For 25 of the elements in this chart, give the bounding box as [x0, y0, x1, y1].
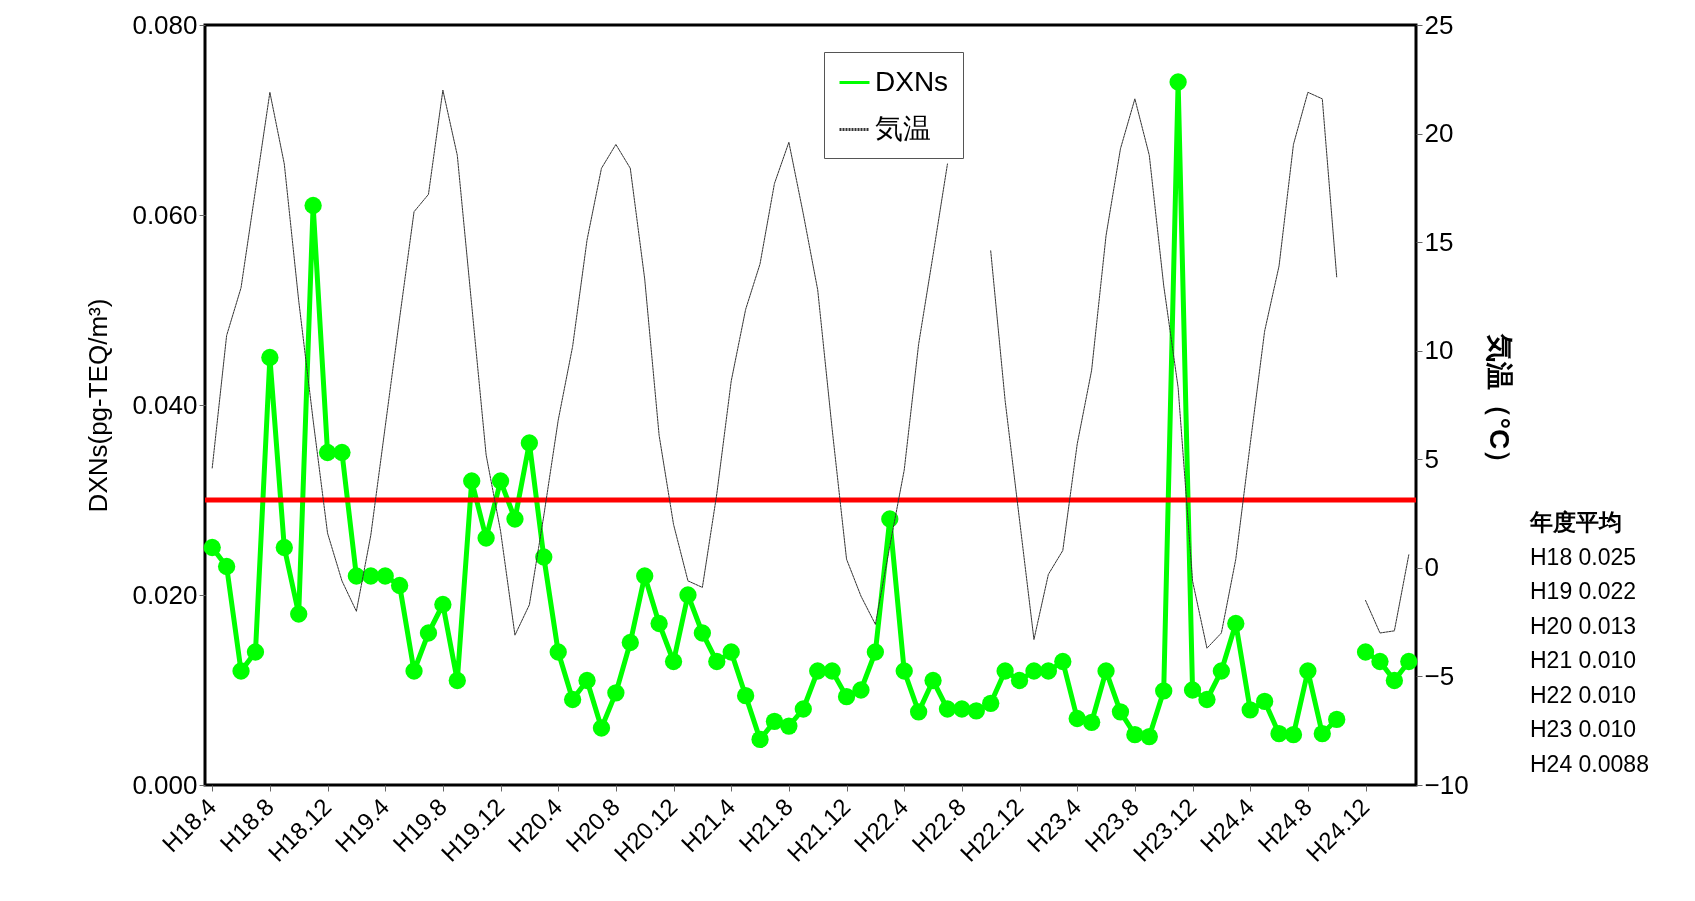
- text: H18 0.025: [1530, 542, 1638, 572]
- y2-tick-label: −5: [1424, 660, 1455, 691]
- text: 年度平均: [1530, 508, 1623, 537]
- text: H23 0.010: [1530, 715, 1638, 744]
- y2-tick-label: 20: [1424, 118, 1454, 149]
- legend-label: 気温: [875, 112, 931, 144]
- text: H21 0.010: [1530, 646, 1638, 675]
- y-tick-label: 0.020: [132, 579, 198, 610]
- legend-label: DXNs: [875, 65, 949, 97]
- y-tick-label: 0.080: [132, 9, 198, 40]
- y2-tick-label: 15: [1424, 226, 1454, 257]
- y2-tick-label: 0: [1424, 552, 1439, 583]
- y-tick-label: 0.060: [132, 199, 198, 230]
- y-axis-title: DXNs(pg-TEQ/m³): [83, 298, 114, 513]
- y-tick-label: 0.000: [132, 769, 198, 800]
- text: H20 0.013: [1530, 611, 1638, 641]
- y2-tick-label: −10: [1424, 769, 1469, 800]
- text: H22 0.010: [1530, 680, 1638, 710]
- text: H24 0.0088: [1530, 749, 1649, 779]
- y2-axis-title: 気温（°C）: [1483, 332, 1515, 478]
- y2-tick-label: 10: [1424, 335, 1454, 366]
- y2-tick-label: 25: [1424, 9, 1454, 40]
- y-tick-label: 0.040: [132, 389, 198, 420]
- y2-tick-label: 5: [1424, 443, 1439, 474]
- text: H19 0.022: [1530, 577, 1638, 606]
